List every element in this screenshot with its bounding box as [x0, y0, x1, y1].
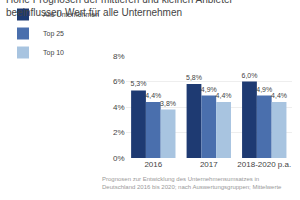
svg-text:4,4%: 4,4% [145, 92, 161, 99]
svg-text:Prognosen zur Entwicklung des: Prognosen zur Entwicklung des Unternehme… [102, 176, 282, 190]
svg-text:Alle Unternehmen: Alle Unternehmen [43, 11, 99, 18]
svg-text:0%: 0% [113, 154, 125, 163]
svg-text:4,9%: 4,9% [256, 86, 272, 93]
svg-text:4,4%: 4,4% [216, 92, 232, 99]
svg-text:Top 10: Top 10 [43, 49, 64, 57]
svg-text:5,8%: 5,8% [186, 74, 202, 81]
svg-text:6,0%: 6,0% [241, 72, 257, 79]
svg-text:4,4%: 4,4% [271, 92, 287, 99]
svg-text:Top 25: Top 25 [43, 30, 64, 38]
svg-text:2%: 2% [113, 128, 125, 137]
svg-text:6%: 6% [113, 77, 125, 86]
svg-text:4%: 4% [113, 103, 125, 112]
svg-text:5,3%: 5,3% [131, 80, 147, 87]
svg-text:Hohe Prognosen der mittleren u: Hohe Prognosen der mittleren und kleinen… [6, 0, 233, 18]
svg-text:2017: 2017 [200, 160, 218, 169]
svg-text:4,9%: 4,9% [201, 86, 217, 93]
svg-text:3,8%: 3,8% [160, 100, 176, 107]
svg-text:2018-2020 p.a.: 2018-2020 p.a. [237, 160, 291, 169]
svg-text:2016: 2016 [144, 160, 162, 169]
svg-text:8%: 8% [113, 52, 125, 61]
